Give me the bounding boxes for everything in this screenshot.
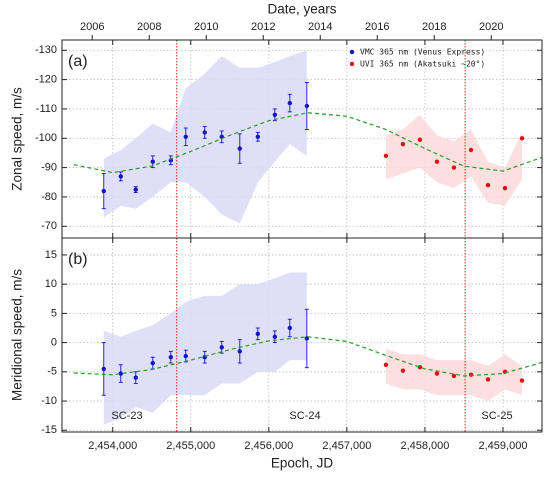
data-point — [468, 147, 474, 153]
fit-curve — [73, 112, 543, 174]
y-tick-label: -10 — [41, 395, 57, 407]
y-tick-label: -120 — [35, 74, 57, 86]
fit-curve — [73, 336, 543, 377]
panel-label: (a) — [68, 53, 88, 70]
annotation: SC-25 — [481, 410, 512, 422]
data-point — [304, 103, 310, 109]
data-point — [287, 100, 293, 106]
plot-frame — [61, 237, 543, 433]
y-tick-label: -110 — [36, 103, 57, 115]
data-point — [272, 334, 278, 339]
data-point — [287, 325, 293, 331]
y-tick-label: -70 — [41, 220, 57, 232]
data-point — [400, 141, 406, 147]
x-tick-label: 2,454,000 — [88, 440, 137, 452]
legend-marker — [349, 49, 355, 55]
data-point — [255, 331, 261, 337]
data-point — [183, 134, 188, 139]
x2-tick-label: 2014 — [308, 21, 332, 33]
y-tick-label: 5 — [51, 307, 57, 319]
panel-label: (b) — [68, 251, 88, 268]
data-point — [101, 366, 106, 372]
x-axis-label: Epoch, JD — [271, 456, 334, 471]
data-point — [272, 112, 278, 118]
uncertainty-band — [103, 272, 307, 425]
data-point — [202, 130, 207, 135]
y-tick-label: 10 — [45, 278, 57, 290]
data-point — [451, 373, 457, 379]
data-point — [434, 159, 440, 164]
data-point — [451, 165, 457, 170]
x2-axis-label: Date, years — [267, 2, 336, 17]
data-point — [150, 360, 155, 366]
data-point — [219, 345, 224, 350]
y-tick-label: -15 — [41, 424, 57, 436]
data-point — [118, 371, 123, 376]
data-point — [237, 349, 242, 354]
x2-tick-label: 2016 — [365, 21, 389, 33]
y-tick-label: 0 — [51, 337, 57, 349]
x2-tick-label: 2018 — [422, 21, 446, 33]
x2-tick-label: 2008 — [137, 21, 161, 33]
uncertainty-band — [385, 114, 523, 206]
data-point — [417, 137, 423, 142]
y-tick-label: 15 — [45, 249, 57, 261]
data-point — [383, 153, 389, 159]
x2-tick-label: 2020 — [479, 21, 503, 33]
x-tick-label: 2,455,000 — [166, 440, 215, 452]
data-point — [400, 368, 406, 373]
data-point — [101, 188, 106, 194]
legend-label: VMC 365 nm (Venus Express) — [360, 48, 485, 57]
data-point — [519, 378, 525, 383]
x2-tick-label: 2010 — [194, 21, 218, 33]
annotation: SC-24 — [289, 410, 320, 422]
x-tick-label: 2,458,000 — [400, 440, 449, 452]
y-axis-label: Zonal speed, m/s — [10, 87, 25, 191]
y-tick-label: -100 — [35, 132, 57, 144]
data-point — [237, 146, 242, 151]
data-point — [417, 364, 423, 370]
data-point — [502, 185, 508, 191]
y-tick-label: -90 — [41, 162, 57, 174]
y-tick-label: -80 — [41, 191, 57, 203]
data-point — [434, 371, 440, 376]
data-point — [183, 353, 188, 359]
data-point — [519, 136, 525, 141]
data-point — [168, 355, 173, 360]
y-axis-label: Meridional speed, m/s — [10, 269, 25, 401]
x-tick-label: 2,457,000 — [322, 440, 371, 452]
data-point — [133, 375, 138, 380]
data-point — [150, 159, 155, 164]
x2-tick-label: 2006 — [80, 21, 104, 33]
data-point — [304, 336, 310, 341]
x2-tick-label: 2012 — [251, 21, 275, 33]
y-tick-label: -5 — [47, 366, 57, 378]
x-tick-label: 2,456,000 — [244, 440, 293, 452]
annotation: SC-23 — [111, 410, 142, 422]
y-tick-label: -130 — [35, 44, 57, 56]
data-point — [485, 183, 491, 188]
data-point — [118, 174, 123, 179]
legend-marker — [349, 61, 355, 67]
data-point — [468, 372, 474, 377]
legend-label: UVI 365 nm (Akatsuki ~20°) — [360, 60, 485, 69]
data-point — [383, 362, 389, 368]
x-tick-label: 2,459,000 — [479, 440, 528, 452]
uncertainty-band — [103, 50, 307, 224]
data-point — [485, 377, 491, 382]
data-point — [255, 134, 261, 139]
data-point — [133, 187, 138, 192]
